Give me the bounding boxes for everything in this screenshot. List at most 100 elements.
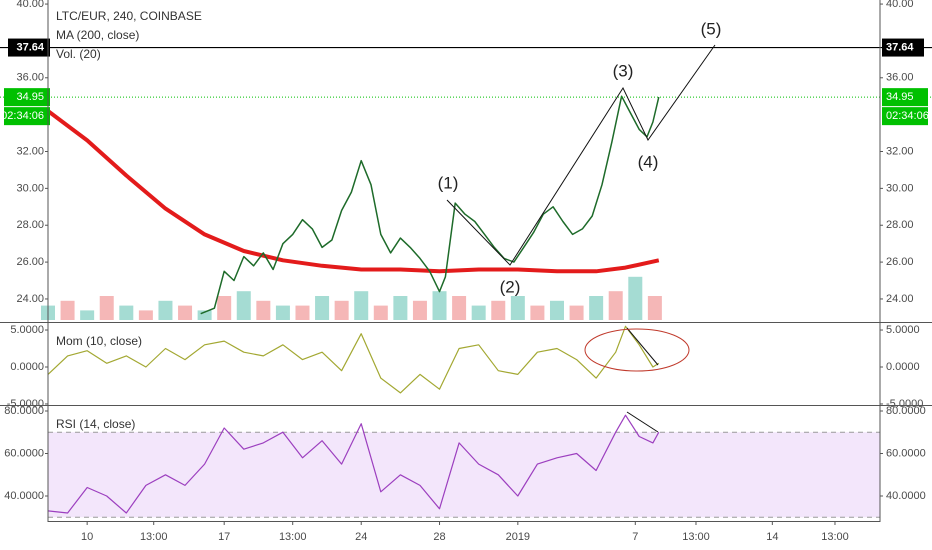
- y-tick-label: 5.0000: [10, 324, 44, 336]
- volume-bar: [412, 300, 427, 320]
- y-tick-label: 26.00: [886, 256, 914, 268]
- x-tick-label: 10: [81, 531, 93, 543]
- y-tick-label: 28.00: [16, 219, 44, 231]
- drawings: [446, 44, 716, 433]
- volume-bar: [608, 291, 623, 320]
- rsi-trendline: [626, 411, 659, 433]
- last-price-box: [882, 88, 928, 107]
- y-tick-label: 28.00: [886, 219, 914, 231]
- volume-bar: [510, 296, 525, 320]
- x-tick-label: 13:00: [279, 531, 307, 543]
- x-tick-label: 13:00: [140, 531, 168, 543]
- volume-bar: [178, 305, 193, 320]
- y-tick-label: 40.00: [886, 0, 914, 10]
- y-tick-label: 30.00: [886, 182, 914, 194]
- price-line: [200, 95, 660, 315]
- y-tick-label: -5.0000: [7, 398, 44, 410]
- x-tick-label: 28: [433, 531, 445, 543]
- volume-bar: [197, 310, 212, 320]
- legend-entry: Mom (10, close): [56, 334, 142, 348]
- legend-entry: RSI (14, close): [56, 417, 135, 431]
- y-tick-label: 60.0000: [886, 447, 926, 459]
- rsi-band: [48, 432, 880, 518]
- volume-bar: [60, 300, 75, 320]
- volume-bar: [158, 300, 173, 320]
- level-label-box: [8, 38, 50, 57]
- volume-bar: [99, 296, 114, 320]
- y-tick-label: 40.0000: [4, 490, 44, 502]
- x-tick-label: 14: [766, 531, 778, 543]
- y-tick-label: 26.00: [16, 256, 44, 268]
- momentum-trendline: [626, 327, 659, 366]
- level-label: 37.64: [886, 41, 914, 53]
- countdown-box: [4, 107, 50, 126]
- wave-label: (5): [701, 19, 722, 38]
- wave-label: (4): [638, 152, 659, 171]
- countdown-label: 02:34:06: [886, 110, 929, 122]
- y-tick-label: 5.0000: [886, 324, 920, 336]
- volume-bar: [315, 296, 330, 320]
- volume-bar: [334, 300, 349, 320]
- y-tick-label: 36.00: [886, 72, 914, 84]
- wave-label: (1): [438, 173, 459, 192]
- indicator-line: [47, 325, 660, 394]
- volume-bar: [256, 300, 271, 320]
- volume-bar: [628, 276, 643, 320]
- last-price-label: 34.95: [16, 91, 44, 103]
- y-tick-label: -5.0000: [886, 398, 923, 410]
- y-tick-label: 30.00: [16, 182, 44, 194]
- chart-title: LTC/EUR, 240, COINBASE: [56, 9, 202, 23]
- volume-bar: [354, 291, 369, 320]
- volume-bar: [138, 310, 153, 320]
- volume-bar: [80, 310, 95, 320]
- level-label-box: [882, 38, 924, 57]
- wave-label: (3): [613, 61, 634, 80]
- volume-bar: [432, 291, 447, 320]
- x-tick-label: 2019: [506, 531, 530, 543]
- volume-bar: [275, 305, 290, 320]
- y-tick-label: 24.00: [16, 293, 44, 305]
- wave-trendline: [446, 44, 716, 266]
- x-tick-label: 24: [355, 531, 367, 543]
- moving-average-line: [46, 109, 660, 274]
- y-tick-label: 24.00: [886, 293, 914, 305]
- legend-entry: Vol. (20): [56, 47, 101, 61]
- legend-entry: MA (200, close): [56, 28, 139, 42]
- y-tick-label: 36.00: [16, 72, 44, 84]
- y-tick-label: 60.0000: [4, 447, 44, 459]
- last-price-box: [4, 88, 50, 107]
- volume-bar: [393, 296, 408, 320]
- volume-bar: [647, 296, 662, 320]
- y-tick-label: 40.00: [16, 0, 44, 10]
- volume-bar: [217, 296, 232, 320]
- volume-bar: [491, 300, 506, 320]
- y-tick-label: 32.00: [16, 145, 44, 157]
- indicator-line: [47, 414, 660, 514]
- volume-bar: [119, 305, 134, 320]
- y-tick-label: 0.0000: [10, 361, 44, 373]
- last-price-label: 34.95: [886, 91, 914, 103]
- volume-bar: [295, 305, 310, 320]
- x-tick-label: 7: [632, 531, 638, 543]
- y-tick-label: 80.0000: [4, 405, 44, 417]
- volume-bar: [530, 305, 545, 320]
- level-label: 37.64: [16, 41, 44, 53]
- y-tick-label: 0.0000: [886, 361, 920, 373]
- wave-label: (2): [500, 277, 521, 296]
- volume-bar: [471, 305, 486, 320]
- volume-bar: [373, 305, 388, 320]
- pane-backgrounds: [48, 432, 880, 518]
- momentum-ellipse: [584, 328, 690, 372]
- x-tick-label: 17: [218, 531, 230, 543]
- volume-bar: [236, 291, 251, 320]
- volume-bar: [549, 300, 564, 320]
- volume-bar: [569, 305, 584, 320]
- volume-bar: [452, 296, 467, 320]
- y-tick-label: 80.0000: [886, 405, 926, 417]
- volume-bar: [589, 296, 604, 320]
- x-tick-label: 13:00: [682, 531, 710, 543]
- y-tick-label: 40.0000: [886, 490, 926, 502]
- countdown-label: 02:34:06: [1, 110, 44, 122]
